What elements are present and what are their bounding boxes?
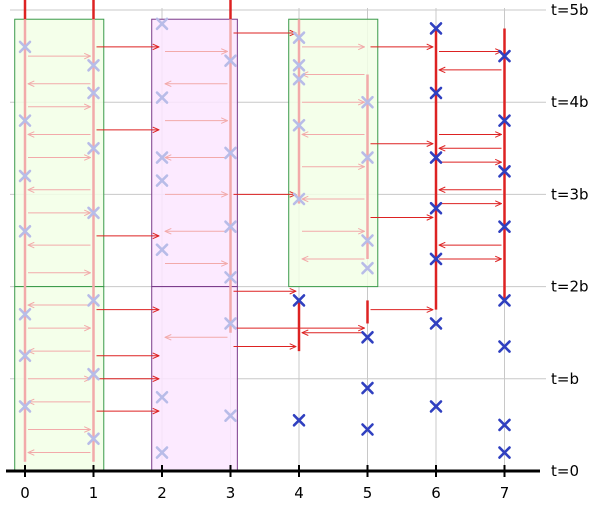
time-label: t=4b — [551, 93, 589, 111]
event-marker — [361, 331, 374, 344]
event-marker-faded — [18, 307, 32, 321]
event-marker-faded — [224, 317, 237, 330]
process-tick-label: 0 — [20, 484, 30, 502]
event-marker — [498, 418, 511, 432]
event-marker — [498, 294, 511, 307]
time-label: t=b — [551, 370, 579, 388]
process-axis: 0 1 2 3 4 5 6 7 — [6, 465, 540, 502]
process-tick-label: 1 — [89, 484, 99, 502]
process-tick-label: 5 — [363, 484, 373, 502]
event-marker-faded — [292, 31, 306, 44]
event-marker — [292, 294, 306, 307]
token-lines — [23, 0, 506, 462]
event-marker — [498, 165, 511, 178]
event-marker-faded — [155, 243, 169, 257]
process-tick-label: 2 — [157, 484, 167, 502]
event-marker-faded — [87, 432, 100, 446]
event-marker-faded — [292, 72, 306, 86]
event-markers — [18, 17, 511, 459]
event-marker-faded — [155, 151, 169, 164]
event-marker-faded — [224, 220, 237, 233]
event-marker-faded — [224, 271, 237, 284]
time-label: t=5b — [551, 1, 589, 19]
event-marker-faded — [87, 206, 100, 220]
event-marker-faded — [292, 192, 306, 206]
event-marker-faded — [18, 40, 32, 54]
event-marker — [361, 423, 374, 436]
event-marker — [429, 252, 443, 266]
event-marker-faded — [155, 17, 169, 31]
event-marker-faded — [87, 142, 100, 155]
event-marker-faded — [87, 59, 100, 72]
event-marker-faded — [361, 234, 374, 247]
time-labels: t=0 t=b t=2b t=3b t=4b t=5b — [551, 1, 589, 480]
event-marker — [429, 151, 443, 164]
event-marker — [429, 86, 443, 100]
time-label: t=2b — [551, 278, 589, 296]
event-marker-faded — [155, 446, 169, 459]
event-marker — [429, 201, 443, 215]
event-marker-faded — [18, 114, 32, 127]
event-marker-faded — [18, 349, 32, 363]
event-marker-faded — [361, 95, 374, 109]
event-marker-faded — [87, 367, 100, 381]
event-marker — [292, 413, 306, 427]
event-marker-faded — [361, 151, 374, 164]
event-marker — [498, 446, 511, 459]
process-tick-label: 4 — [294, 484, 304, 502]
magenta-group-box — [151, 286, 238, 472]
event-marker-faded — [224, 409, 237, 422]
event-marker-faded — [87, 86, 100, 100]
event-marker — [498, 114, 511, 127]
event-marker — [361, 381, 374, 395]
event-marker-faded — [224, 146, 237, 160]
event-marker-faded — [18, 400, 32, 413]
event-marker-faded — [155, 390, 169, 404]
event-marker — [498, 340, 511, 353]
message-arrows — [28, 33, 502, 453]
event-marker-faded — [224, 54, 237, 68]
event-marker — [429, 22, 443, 35]
event-marker-faded — [18, 224, 32, 238]
time-label: t=3b — [551, 185, 589, 203]
event-marker-faded — [18, 169, 32, 183]
process-tick-label: 7 — [500, 484, 510, 502]
process-tick-label: 3 — [226, 484, 236, 502]
event-marker-faded — [361, 261, 374, 275]
process-tick-label: 6 — [431, 484, 441, 502]
time-label: t=0 — [551, 462, 579, 480]
event-marker — [429, 400, 443, 413]
event-marker — [498, 49, 511, 63]
event-marker-faded — [155, 174, 169, 187]
event-marker — [429, 317, 443, 330]
event-marker-faded — [155, 91, 169, 104]
event-marker — [498, 220, 511, 233]
event-marker-faded — [292, 118, 306, 132]
event-marker-faded — [87, 294, 100, 307]
event-marker-faded — [292, 59, 306, 72]
